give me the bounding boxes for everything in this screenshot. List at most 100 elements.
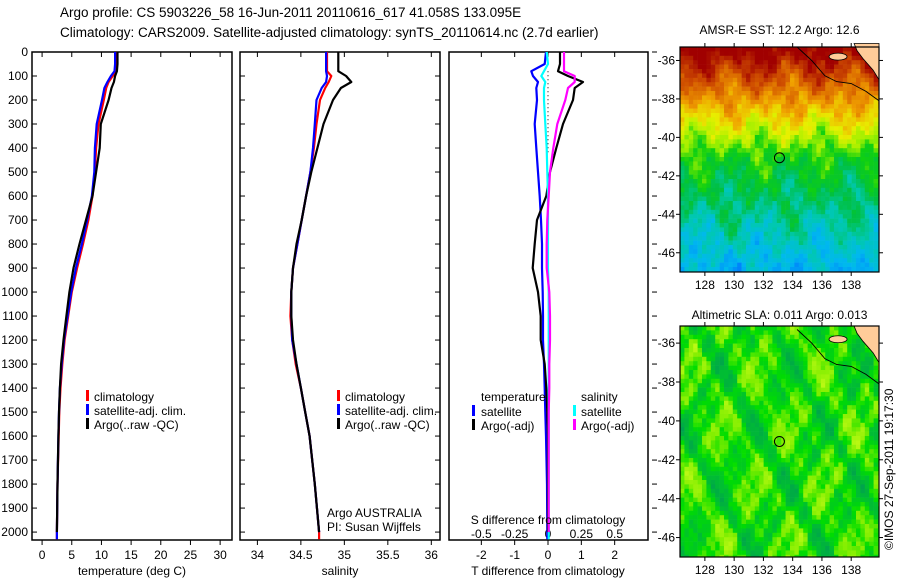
map-cell [860,405,866,410]
map-cell [869,510,874,516]
map-cell [816,152,822,158]
map-cell [706,519,712,525]
map-cell [847,475,852,481]
map-cell [781,510,786,516]
map-cell [750,201,756,206]
map-cell [706,183,712,189]
map-cell [873,157,879,162]
map-cell [768,214,773,219]
map-cell [851,121,857,127]
map-cell [803,466,808,472]
map-cell [732,440,738,446]
map-cell [759,249,764,255]
map-cell [732,502,738,507]
map-cell [697,537,703,542]
map-cell [807,253,813,259]
map-cell [724,418,729,424]
map-cell [710,444,716,450]
map-cell [803,192,808,197]
map-cell [869,201,874,206]
map-cell [842,130,848,136]
map-cell [781,400,786,406]
map-cell [746,528,751,534]
map-cell [772,148,778,153]
map-cell [750,343,756,349]
map-cell [728,339,734,344]
map-cell [785,422,791,428]
map-cell [759,117,764,123]
map-cell [684,258,690,263]
map-cell [856,431,861,437]
map-cell [860,231,866,237]
map-cell [834,484,839,490]
map-cell [856,334,861,340]
map-cell [693,60,698,65]
map-cell [772,214,778,219]
map-cell [732,537,738,542]
map-cell [798,73,804,79]
map-cell [710,245,716,250]
map-cell [688,374,694,380]
map-cell [798,510,804,516]
map-cell [710,422,716,428]
map-cell [728,510,734,516]
map-cell [825,466,830,472]
map-cell [719,183,725,189]
map-cell [728,130,734,136]
map-cell [842,537,848,542]
map-cell [812,493,817,498]
map-cell [746,453,751,459]
map-cell [724,170,729,175]
map-cell [719,192,725,197]
map-cell [869,258,874,263]
map-cell [688,352,694,358]
map-cell [873,546,879,551]
lon-tick-label: 132 [753,278,773,292]
map-cell [851,431,857,437]
map-cell [688,187,694,193]
y-tick-label: 900 [8,261,28,275]
map-cell [737,462,742,468]
map-cell [812,47,817,52]
map-cell [847,130,852,136]
map-cell [816,77,822,83]
map-cell [750,378,756,384]
map-cell [732,532,738,538]
map-cell [873,541,879,547]
map-cell [680,108,685,114]
map-cell [798,218,804,224]
map-cell [759,73,764,79]
map-cell [781,414,786,419]
map-cell [772,205,778,211]
map-cell [816,55,822,61]
map-cell [856,253,861,259]
map-cell [812,427,817,432]
map-cell [693,192,698,197]
map-cell [715,223,720,228]
map-cell [851,326,857,331]
map-cell [688,510,694,516]
map-cell [781,47,786,52]
map-cell [864,253,870,259]
map-cell [816,440,822,446]
map-cell [772,339,778,344]
map-cell [860,183,866,189]
map-cell [737,139,742,145]
map-cell [715,108,720,114]
map-cell [790,444,795,450]
map-cell [776,352,782,358]
map-cell [715,240,720,246]
map-cell [768,453,773,459]
map-cell [706,541,712,547]
map-cell [680,192,685,197]
map-cell [724,348,729,353]
map-cell [781,365,786,371]
map-cell [781,458,786,463]
map-cell [781,161,786,167]
map-cell [732,484,738,490]
map-cell [807,414,813,419]
map-cell [873,205,879,211]
map-cell [829,152,835,158]
map-cell [794,480,800,485]
map-cell [776,405,782,410]
